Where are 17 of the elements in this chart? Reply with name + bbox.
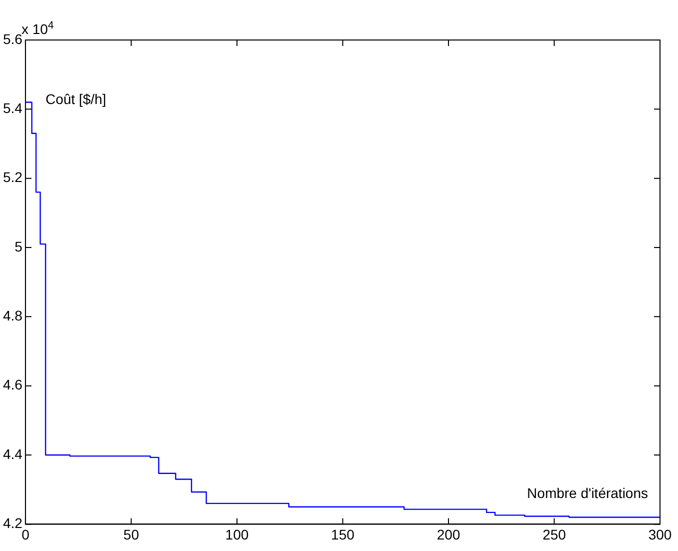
y-tick-label: 5.4 [2, 100, 23, 116]
y-tick-label: 4.2 [2, 515, 23, 532]
x-tick-label: 250 [542, 526, 566, 542]
x-tick-label: 300 [648, 526, 672, 542]
x-tick-label: 50 [123, 526, 140, 542]
x-tick-label: 100 [225, 526, 249, 542]
y-tick-label: 5.6 [2, 30, 23, 47]
y-tick-label: 4.8 [2, 308, 23, 324]
y-tick-label: 4.6 [2, 376, 23, 393]
y-tick-label: 5.2 [2, 169, 23, 186]
y-tick-label: 5 [14, 238, 23, 254]
x-axis-title: Nombre d'itérations [527, 485, 648, 502]
x-tick-label: 0 [22, 526, 30, 542]
y-axis-title: Coût [$/h] [45, 91, 106, 107]
y-tick-label: 4.4 [2, 446, 23, 462]
x-tick-label: 200 [436, 526, 460, 542]
x-tick-label: 150 [331, 526, 355, 542]
